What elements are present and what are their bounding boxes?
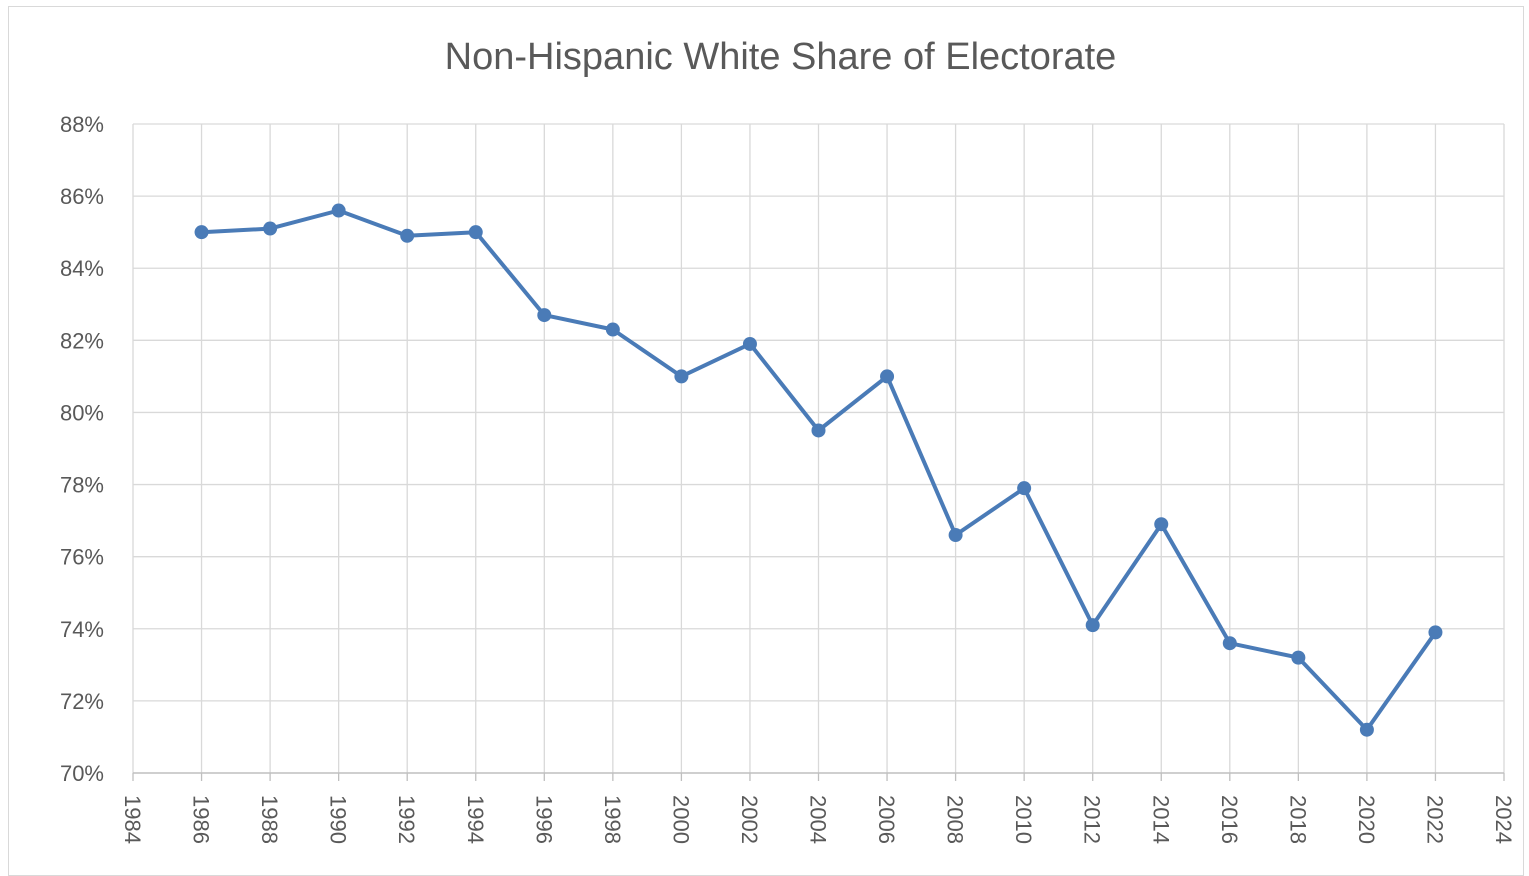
y-tick-label: 80% <box>60 400 104 425</box>
x-tick-label: 2020 <box>1354 795 1379 844</box>
chart-title: Non-Hispanic White Share of Electorate <box>444 36 1117 78</box>
x-tick-label: 2018 <box>1285 795 1310 844</box>
data-point <box>263 221 278 236</box>
x-tick-label: 2006 <box>874 795 899 844</box>
data-point <box>1085 618 1100 633</box>
y-tick-label: 84% <box>60 256 104 281</box>
x-tick-label: 2014 <box>1148 795 1173 844</box>
y-tick-label: 86% <box>60 184 104 209</box>
data-point <box>811 423 826 438</box>
x-tick-label: 2004 <box>806 795 831 844</box>
y-tick-label: 78% <box>60 473 104 498</box>
x-tick-label: 1998 <box>600 795 625 844</box>
data-point <box>674 369 689 384</box>
y-tick-label: 72% <box>60 689 104 714</box>
data-point <box>1017 481 1032 496</box>
data-point <box>468 225 483 240</box>
data-point <box>1359 722 1374 737</box>
x-tick-label: 1988 <box>257 795 282 844</box>
data-point <box>400 228 415 243</box>
data-point <box>1154 517 1169 532</box>
x-tick-label: 2016 <box>1217 795 1242 844</box>
data-point <box>948 528 963 543</box>
series <box>194 203 1443 737</box>
x-tick-label: 2012 <box>1080 795 1105 844</box>
y-axis-ticks: 70% 72% 74% 76% 78% 80% 82% 84% 86% 88% <box>60 112 104 786</box>
x-tick-label: 1996 <box>531 795 556 844</box>
x-tick-label: 2022 <box>1422 795 1447 844</box>
x-axis-ticks: 1984 1986 1988 1990 1992 1994 1996 1998 2000 2002… <box>120 795 1516 844</box>
x-tick-label: 2000 <box>668 795 693 844</box>
chart-frame <box>8 6 1524 876</box>
data-point <box>605 322 620 337</box>
data-point <box>880 369 895 384</box>
x-tick-label: 1986 <box>189 795 214 844</box>
data-point <box>537 308 552 323</box>
y-tick-label: 88% <box>60 112 104 137</box>
x-tick-label: 1990 <box>326 795 351 844</box>
data-point <box>194 225 209 240</box>
y-tick-label: 76% <box>60 545 104 570</box>
y-tick-label: 70% <box>60 761 104 786</box>
data-point <box>1291 650 1306 665</box>
data-point <box>742 336 757 351</box>
data-point <box>331 203 346 218</box>
y-tick-label: 82% <box>60 328 104 353</box>
x-tick-label: 1984 <box>120 795 145 844</box>
data-point <box>1428 625 1443 640</box>
x-tick-label: 2002 <box>737 795 762 844</box>
axes <box>132 772 1505 781</box>
data-point <box>1222 636 1237 651</box>
y-tick-label: 74% <box>60 617 104 642</box>
x-tick-label: 1992 <box>394 795 419 844</box>
gridlines <box>132 123 1505 773</box>
x-tick-label: 2008 <box>943 795 968 844</box>
x-tick-label: 2024 <box>1491 795 1516 844</box>
x-tick-label: 1994 <box>463 795 488 844</box>
x-tick-label: 2010 <box>1011 795 1036 844</box>
